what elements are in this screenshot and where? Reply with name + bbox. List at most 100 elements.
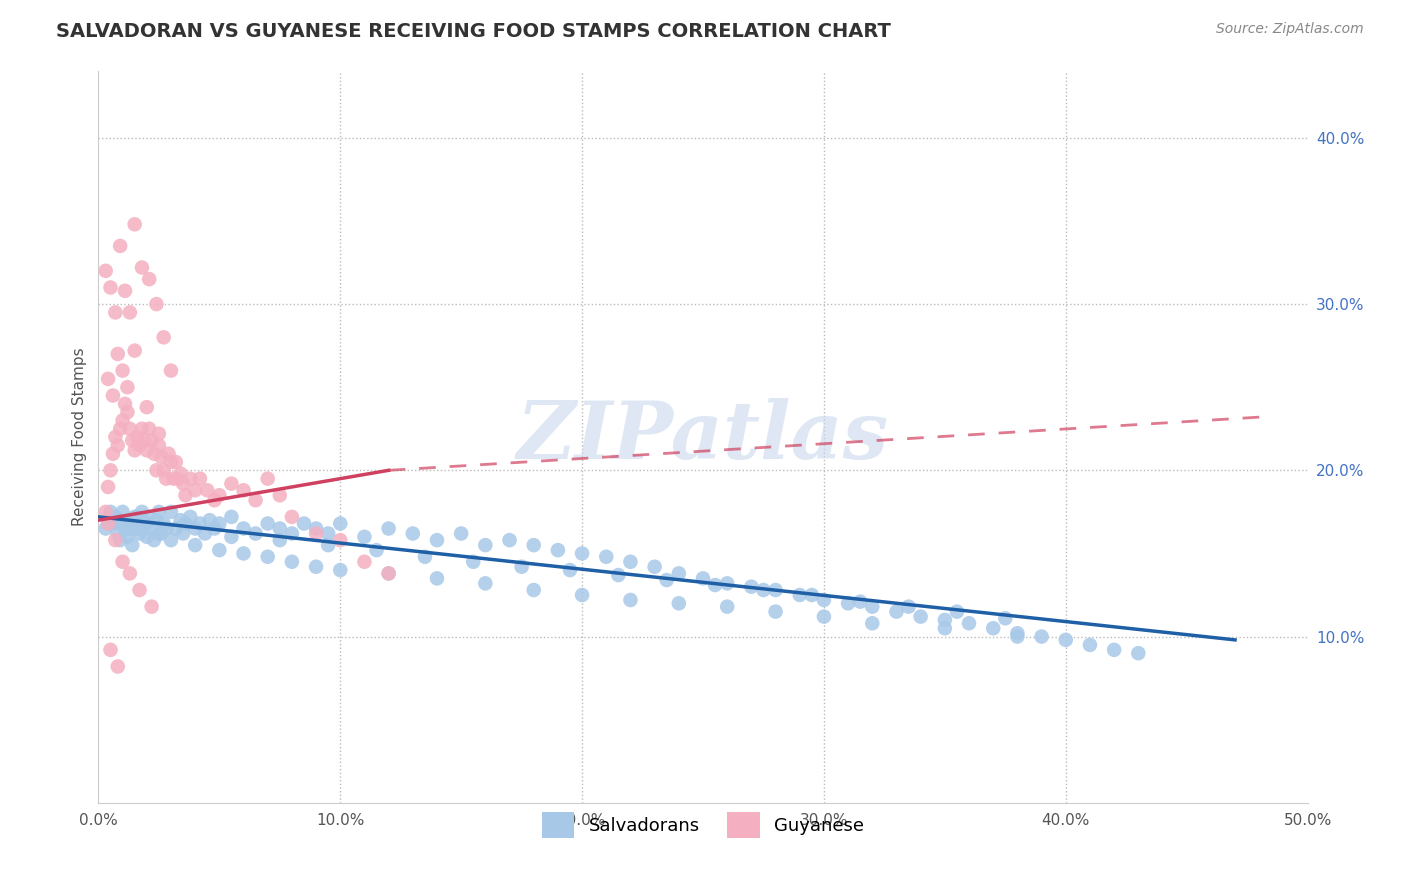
Point xyxy=(1031,630,1053,644)
Point xyxy=(1102,643,1125,657)
Point xyxy=(101,388,124,402)
Point xyxy=(127,430,149,444)
Point xyxy=(124,443,146,458)
Point xyxy=(128,526,150,541)
Point xyxy=(644,559,666,574)
Point xyxy=(108,422,131,436)
Point xyxy=(179,509,201,524)
Point xyxy=(174,488,197,502)
Point xyxy=(118,521,141,535)
Point xyxy=(221,476,243,491)
Point xyxy=(571,588,593,602)
Point xyxy=(353,555,375,569)
Point xyxy=(135,400,157,414)
Point xyxy=(463,555,485,569)
Point xyxy=(135,516,157,531)
Point xyxy=(366,543,388,558)
Point xyxy=(860,616,883,631)
Point xyxy=(104,305,127,319)
Point xyxy=(194,526,217,541)
Point xyxy=(148,426,170,441)
Point xyxy=(160,533,183,548)
Point xyxy=(426,533,449,548)
Point xyxy=(118,422,141,436)
Point xyxy=(269,488,291,502)
Point xyxy=(316,526,339,541)
Point xyxy=(188,472,211,486)
Point xyxy=(765,605,787,619)
Point xyxy=(128,582,150,597)
Point xyxy=(813,593,835,607)
Point xyxy=(100,505,122,519)
Point xyxy=(498,533,520,548)
Point xyxy=(426,571,449,585)
Point xyxy=(377,521,399,535)
Point xyxy=(108,533,131,548)
Point xyxy=(204,521,226,535)
Point xyxy=(558,563,581,577)
Y-axis label: Receiving Food Stamps: Receiving Food Stamps xyxy=(72,348,87,526)
Point xyxy=(607,568,630,582)
Point xyxy=(1078,638,1101,652)
Point xyxy=(114,397,136,411)
Point xyxy=(981,621,1004,635)
Point xyxy=(198,513,221,527)
Point xyxy=(172,526,194,541)
Point xyxy=(256,549,278,564)
Point xyxy=(111,363,134,377)
Point xyxy=(256,516,278,531)
Point xyxy=(165,521,187,535)
Point xyxy=(138,422,160,436)
Point xyxy=(245,493,267,508)
Point xyxy=(155,472,177,486)
Point xyxy=(716,599,738,614)
Point xyxy=(897,599,920,614)
Point xyxy=(114,284,136,298)
Point xyxy=(329,533,352,548)
Point xyxy=(934,613,956,627)
Point xyxy=(740,580,762,594)
Point xyxy=(474,538,496,552)
Point xyxy=(789,588,811,602)
Point xyxy=(118,516,141,531)
Point xyxy=(131,505,153,519)
Point xyxy=(107,347,129,361)
Point xyxy=(668,566,690,581)
Point xyxy=(269,521,291,535)
Point xyxy=(174,516,197,531)
Point xyxy=(160,505,183,519)
Point xyxy=(305,526,328,541)
Point xyxy=(155,521,177,535)
Point xyxy=(413,549,436,564)
Point xyxy=(157,447,180,461)
Point xyxy=(97,516,120,531)
Point xyxy=(111,516,134,531)
Point xyxy=(281,555,304,569)
Point xyxy=(221,530,243,544)
Point xyxy=(188,516,211,531)
Point xyxy=(619,555,641,569)
Point xyxy=(124,343,146,358)
Point xyxy=(145,297,167,311)
Point xyxy=(692,571,714,585)
Point xyxy=(141,521,163,535)
Point xyxy=(118,566,141,581)
Point xyxy=(134,516,156,531)
Point xyxy=(837,596,859,610)
Point xyxy=(150,526,173,541)
Point xyxy=(160,363,183,377)
Point xyxy=(107,659,129,673)
Point xyxy=(107,438,129,452)
Point xyxy=(208,488,231,502)
Point xyxy=(957,616,980,631)
Point xyxy=(292,516,315,531)
Point xyxy=(232,483,254,498)
Point xyxy=(165,455,187,469)
Point xyxy=(121,538,143,552)
Point xyxy=(523,538,546,552)
Point xyxy=(169,513,191,527)
Point xyxy=(97,513,120,527)
Point xyxy=(704,578,727,592)
Point xyxy=(208,543,231,558)
Point xyxy=(329,516,352,531)
